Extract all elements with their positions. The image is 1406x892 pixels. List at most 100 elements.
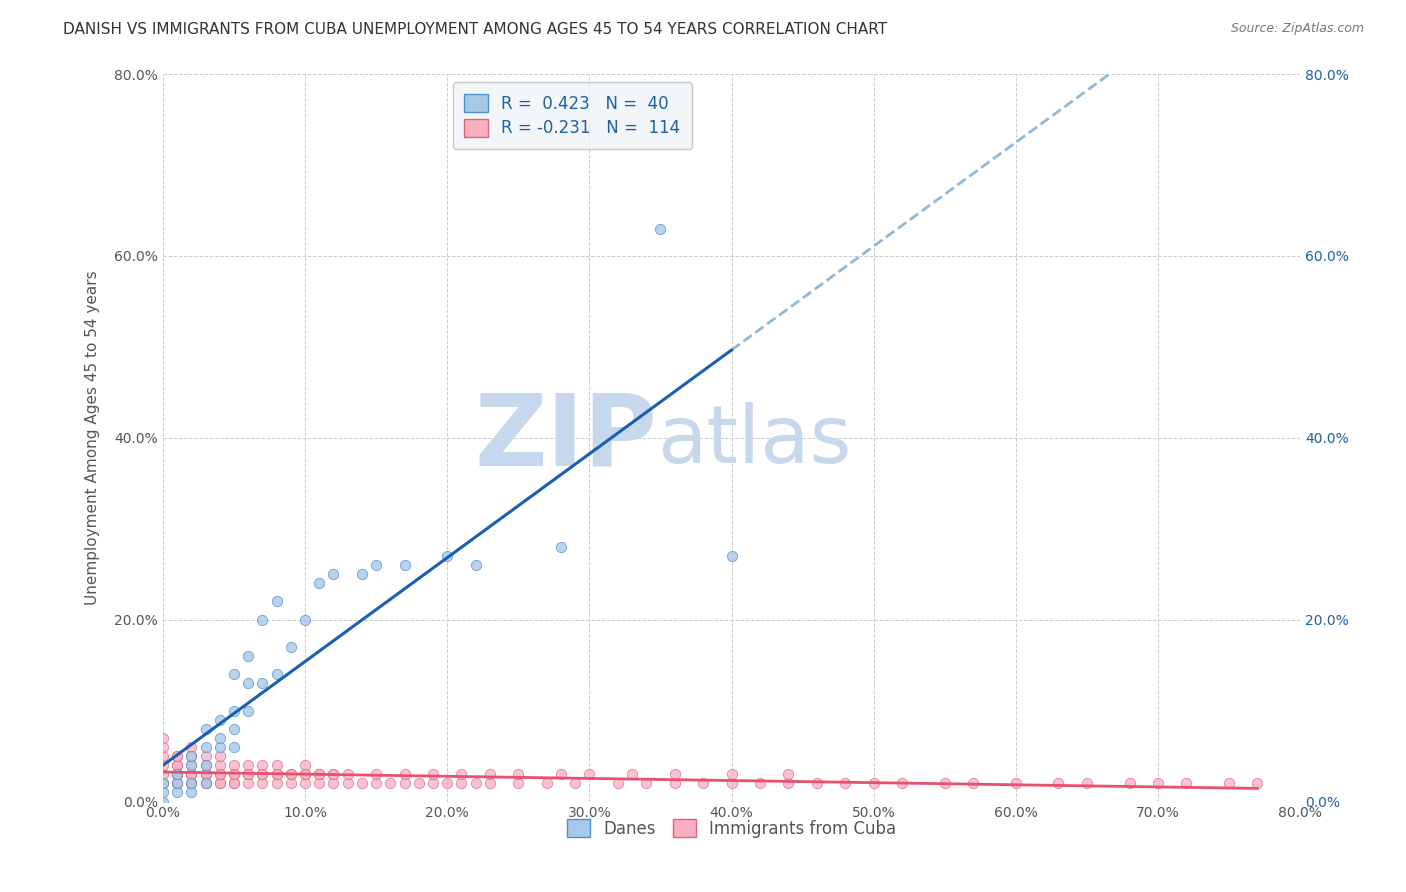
Point	[194, 767, 217, 781]
Text: DANISH VS IMMIGRANTS FROM CUBA UNEMPLOYMENT AMONG AGES 45 TO 54 YEARS CORRELATIO: DANISH VS IMMIGRANTS FROM CUBA UNEMPLOYM…	[63, 22, 887, 37]
Point	[720, 776, 742, 790]
Point	[266, 767, 288, 781]
Point	[152, 739, 174, 754]
Text: ZIP: ZIP	[475, 389, 658, 486]
Point	[222, 776, 245, 790]
Point	[180, 776, 202, 790]
Point	[266, 767, 288, 781]
Point	[266, 667, 288, 681]
Point	[152, 731, 174, 745]
Point	[152, 776, 174, 790]
Point	[394, 558, 416, 573]
Point	[166, 776, 188, 790]
Point	[720, 767, 742, 781]
Point	[180, 776, 202, 790]
Point	[194, 758, 217, 772]
Point	[180, 776, 202, 790]
Point	[166, 758, 188, 772]
Point	[208, 776, 231, 790]
Point	[180, 785, 202, 799]
Point	[1047, 776, 1070, 790]
Point	[308, 767, 330, 781]
Point	[891, 776, 914, 790]
Point	[180, 767, 202, 781]
Point	[180, 758, 202, 772]
Point	[180, 767, 202, 781]
Point	[394, 776, 416, 790]
Point	[194, 749, 217, 764]
Point	[222, 767, 245, 781]
Point	[166, 785, 188, 799]
Point	[166, 749, 188, 764]
Point	[578, 767, 600, 781]
Point	[208, 749, 231, 764]
Point	[1147, 776, 1170, 790]
Point	[222, 739, 245, 754]
Point	[366, 558, 388, 573]
Point	[862, 776, 884, 790]
Point	[166, 767, 188, 781]
Point	[720, 549, 742, 563]
Point	[366, 776, 388, 790]
Point	[208, 713, 231, 727]
Point	[294, 767, 316, 781]
Point	[806, 776, 828, 790]
Point	[252, 758, 274, 772]
Point	[166, 776, 188, 790]
Point	[180, 767, 202, 781]
Point	[422, 776, 444, 790]
Point	[834, 776, 856, 790]
Point	[692, 776, 714, 790]
Point	[322, 776, 344, 790]
Point	[208, 767, 231, 781]
Point	[222, 758, 245, 772]
Point	[1218, 776, 1240, 790]
Point	[194, 767, 217, 781]
Point	[280, 767, 302, 781]
Point	[280, 776, 302, 790]
Point	[478, 776, 501, 790]
Point	[934, 776, 956, 790]
Point	[152, 776, 174, 790]
Point	[1004, 776, 1026, 790]
Point	[550, 540, 572, 554]
Point	[222, 776, 245, 790]
Point	[194, 776, 217, 790]
Point	[252, 676, 274, 690]
Point	[280, 767, 302, 781]
Point	[166, 749, 188, 764]
Point	[180, 758, 202, 772]
Point	[1246, 776, 1268, 790]
Point	[152, 767, 174, 781]
Point	[152, 749, 174, 764]
Point	[322, 567, 344, 582]
Point	[664, 776, 686, 790]
Point	[194, 739, 217, 754]
Point	[366, 767, 388, 781]
Point	[450, 776, 472, 790]
Point	[252, 613, 274, 627]
Point	[294, 613, 316, 627]
Point	[464, 776, 486, 790]
Point	[208, 731, 231, 745]
Text: Source: ZipAtlas.com: Source: ZipAtlas.com	[1230, 22, 1364, 36]
Point	[436, 776, 458, 790]
Point	[564, 776, 586, 790]
Point	[606, 776, 628, 790]
Point	[294, 758, 316, 772]
Point	[222, 767, 245, 781]
Point	[166, 767, 188, 781]
Point	[464, 558, 486, 573]
Point	[962, 776, 984, 790]
Point	[208, 758, 231, 772]
Point	[508, 776, 530, 790]
Point	[252, 767, 274, 781]
Point	[436, 549, 458, 563]
Point	[238, 676, 260, 690]
Point	[322, 767, 344, 781]
Point	[194, 722, 217, 736]
Point	[450, 767, 472, 781]
Point	[180, 749, 202, 764]
Point	[180, 749, 202, 764]
Point	[252, 767, 274, 781]
